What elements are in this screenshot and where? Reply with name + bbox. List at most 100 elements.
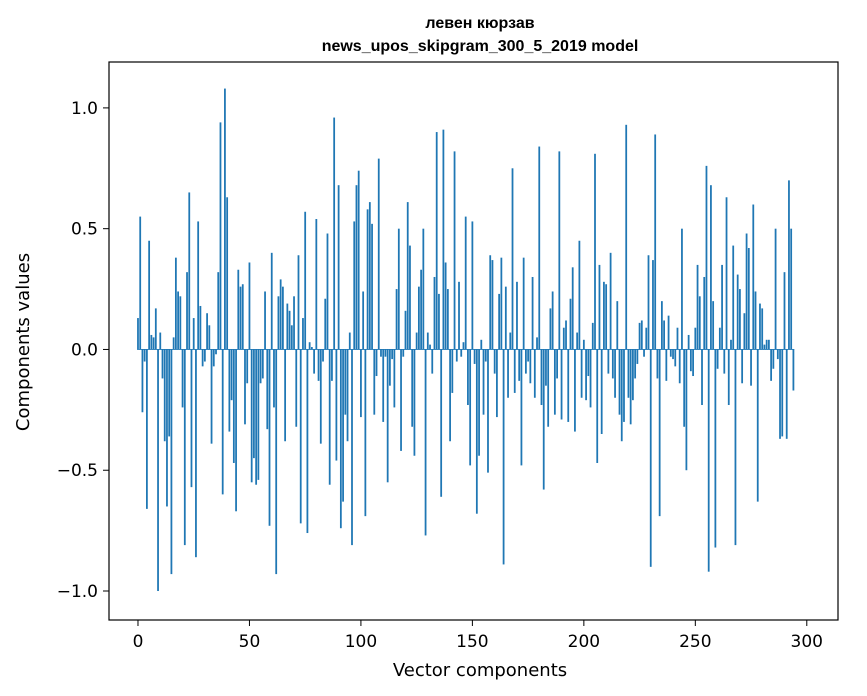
bar-47 [241, 284, 244, 350]
bar-53 [255, 349, 258, 485]
bar-239 [669, 349, 672, 357]
bar-203 [589, 349, 592, 408]
bar-88 [333, 117, 336, 350]
bar-76 [306, 349, 309, 534]
bar-27 [197, 221, 200, 350]
bar-198 [578, 240, 581, 350]
bar-249 [692, 349, 694, 377]
bar-68 [288, 310, 291, 350]
plot-area-frame [108, 61, 839, 621]
bar-20 [181, 349, 184, 408]
bar-145 [460, 349, 463, 357]
bar-66 [284, 349, 287, 442]
bar-211 [607, 349, 610, 374]
bar-213 [611, 349, 614, 379]
bar-192 [565, 320, 567, 350]
bar-207 [598, 264, 601, 350]
bar-35 [215, 349, 217, 355]
bar-164 [502, 349, 505, 565]
bar-184 [547, 349, 550, 427]
bar-19 [179, 296, 182, 350]
bar-282 [765, 339, 768, 350]
bar-161 [496, 349, 498, 418]
x-tick-label-250: 250 [679, 632, 711, 652]
bar-281 [763, 344, 766, 350]
bar-3 [143, 349, 146, 362]
bar-118 [400, 349, 402, 451]
bar-153 [478, 349, 480, 456]
bar-232 [654, 134, 657, 350]
bar-75 [304, 211, 307, 350]
bar-187 [553, 349, 556, 415]
y-tick-label-3: 0.5 [71, 220, 98, 240]
bar-267 [732, 245, 735, 350]
bar-201 [585, 349, 587, 401]
bar-114 [391, 349, 394, 360]
bar-126 [417, 286, 420, 350]
bar-120 [404, 310, 407, 350]
bar-222 [632, 349, 634, 401]
bar-49 [246, 349, 249, 384]
bar-149 [469, 349, 472, 466]
bar-235 [660, 301, 663, 350]
bar-16 [172, 337, 175, 350]
bar-241 [674, 349, 677, 367]
bar-104 [368, 202, 371, 350]
bar-5 [148, 240, 151, 350]
bar-209 [603, 281, 605, 350]
bar-265 [727, 349, 730, 406]
bar-103 [366, 209, 369, 350]
bar-219 [625, 124, 628, 350]
bar-229 [647, 255, 650, 350]
bar-188 [556, 349, 558, 379]
bar-278 [756, 349, 759, 502]
bar-215 [616, 301, 619, 350]
bar-1 [139, 216, 142, 350]
x-axis-label: Vector components [393, 660, 567, 681]
bar-148 [467, 349, 469, 406]
bar-157 [487, 349, 489, 473]
y-tick-label-1: −0.5 [57, 461, 98, 481]
x-tick-label-50: 50 [239, 632, 261, 652]
bar-137 [442, 129, 445, 350]
bar-series [137, 88, 795, 592]
bar-109 [380, 349, 382, 357]
bar-283 [768, 339, 770, 350]
bar-111 [384, 349, 387, 357]
bar-81 [317, 349, 320, 381]
bar-71 [295, 349, 298, 427]
bar-224 [636, 349, 639, 364]
bar-179 [536, 337, 538, 350]
y-tick-label-4: 1.0 [71, 99, 98, 119]
bar-212 [609, 252, 612, 350]
bar-204 [591, 322, 594, 350]
bar-91 [339, 349, 342, 529]
bar-9 [157, 349, 159, 592]
bar-124 [413, 349, 416, 456]
bar-141 [451, 349, 454, 393]
bar-242 [676, 327, 679, 350]
bar-15 [170, 349, 173, 575]
bar-173 [522, 257, 525, 350]
bar-280 [761, 308, 764, 350]
bar-293 [790, 228, 793, 350]
bar-238 [667, 315, 670, 350]
bar-62 [275, 349, 278, 575]
y-axis-label: Components values [13, 253, 34, 431]
bar-43 [232, 349, 235, 463]
bar-189 [558, 151, 561, 350]
bar-95 [348, 332, 351, 350]
bar-41 [228, 349, 231, 432]
bar-50 [248, 262, 251, 350]
bar-8 [154, 308, 157, 350]
bar-130 [426, 332, 429, 350]
bar-96 [351, 349, 353, 546]
bar-11 [161, 349, 164, 379]
bar-64 [279, 279, 282, 350]
bar-176 [529, 349, 532, 384]
x-tick-label-150: 150 [456, 632, 488, 652]
bar-129 [424, 349, 427, 536]
bar-42 [230, 349, 233, 401]
bar-55 [259, 349, 262, 384]
bar-79 [313, 349, 315, 374]
